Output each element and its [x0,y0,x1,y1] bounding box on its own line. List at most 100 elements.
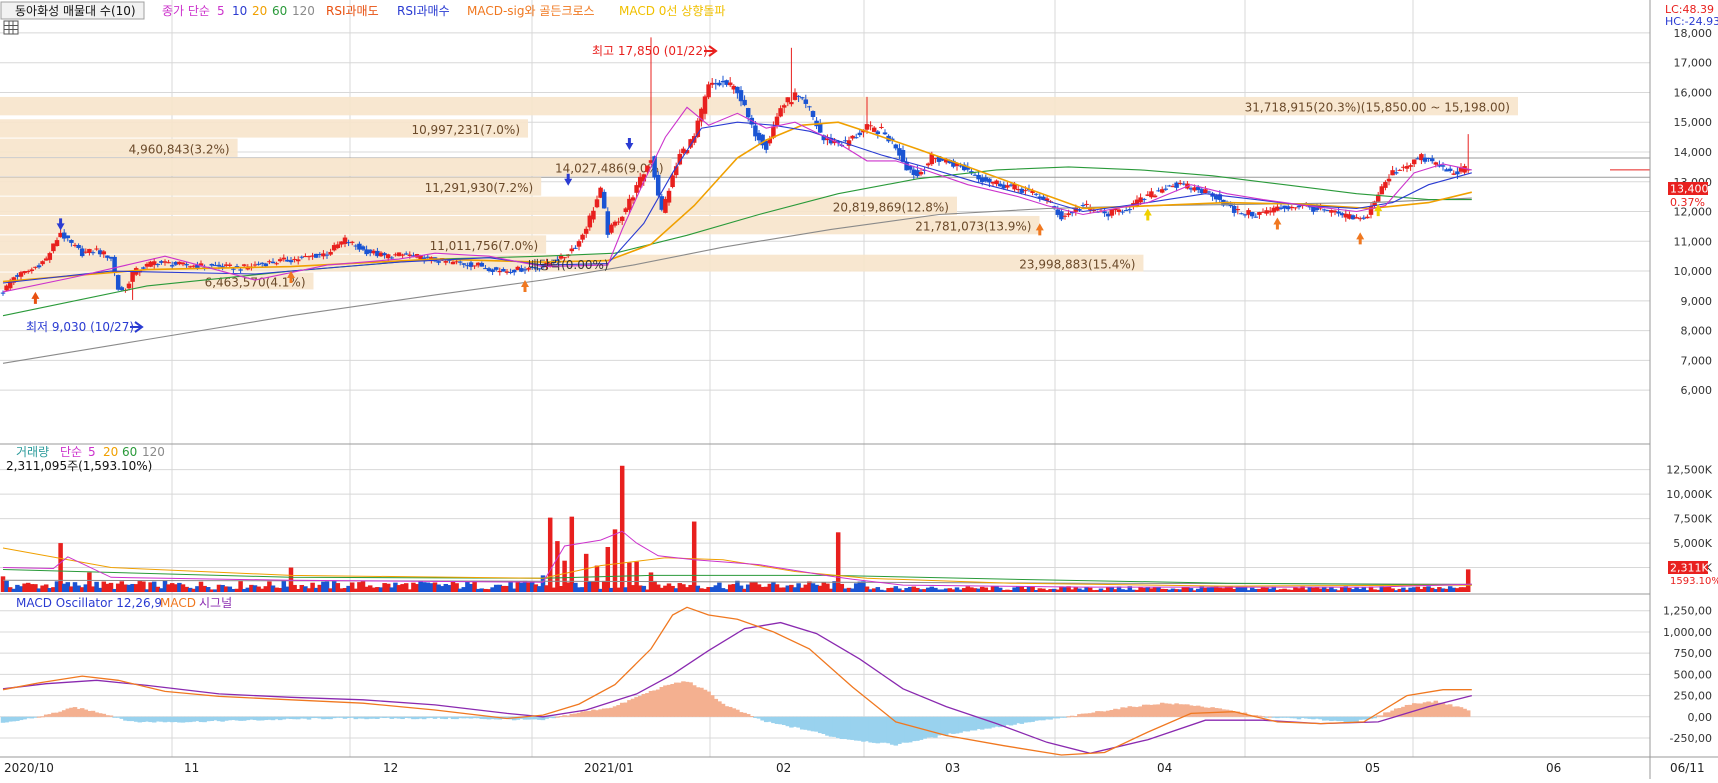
macd-oscillator-bar [1437,702,1442,717]
macd-oscillator-bar [1357,716,1363,720]
volume-bar [519,582,524,592]
macd-oscillator-bar [1455,706,1460,717]
candle-body [346,242,351,244]
macd-oscillator-bar [15,716,20,721]
candle-body [1372,201,1377,206]
macd-oscillator-bar [321,716,326,720]
macd-oscillator-bar [1015,716,1021,724]
macd-oscillator-bar [1113,708,1118,717]
volume-bar [641,585,647,592]
volume-bar [115,583,121,592]
volume-bar [1368,586,1374,592]
volume-bar [216,584,222,592]
macd-oscillator-bar [486,716,492,720]
volume-bar [569,516,575,592]
volume-bar [979,586,985,592]
volume-bar [713,585,719,592]
macd-oscillator-bar [1267,716,1273,718]
candle-body [1242,214,1248,216]
macd-oscillator-bar [673,682,679,717]
title-button[interactable] [0,1,145,20]
candle-body [720,80,726,83]
volume-bar [652,580,657,592]
volume-bar [1314,587,1320,592]
legend-ma5[interactable]: 5 [217,4,225,18]
candle-body [321,253,326,257]
candle-body [1455,171,1460,175]
price-ma5-line [2,106,1472,293]
volume-bar [108,582,114,592]
candle-body [663,199,668,213]
macd-oscillator-bar [562,715,567,717]
macd-oscillator-bar [648,690,654,717]
volume-bar [249,584,254,592]
macd-oscillator-bar [691,685,697,717]
macd-oscillator-bar [299,716,305,719]
volume-bar [277,587,283,592]
volume-bar [198,581,204,592]
volume-bar [565,582,571,592]
macd-oscillator-bar [832,716,837,737]
macd-oscillator-bar [1239,713,1244,717]
candle-body [583,228,589,234]
macd-oscillator-bar [205,716,211,722]
legend-ma60[interactable]: 60 [272,4,287,18]
macd-axis-label: 0,00 [1688,711,1713,724]
volume-bar [1195,588,1201,592]
macd-oscillator-bar [666,684,672,717]
macd-oscillator-bar [735,709,740,717]
macd-oscillator-bar [353,716,359,720]
macd-oscillator-bar [216,716,222,722]
volume-bar [915,587,920,592]
legend-ma120[interactable]: 120 [292,4,315,18]
macd-oscillator-bar [1145,704,1151,717]
volume-bar [645,589,650,592]
macd-oscillator-bar [897,716,902,744]
candle-body [1397,169,1403,171]
candle-body [1001,184,1007,189]
candle-body [1282,205,1287,209]
volume-bar [227,586,233,592]
volume-bar [97,587,103,592]
candle-body [688,139,693,148]
macd-oscillator-bar [1339,716,1345,722]
indicator-macd-zero[interactable]: MACD 0선 상향돌파 [619,4,725,18]
legend-close-sma[interactable]: 종가 단순 [162,4,210,18]
volume-bar [1375,589,1381,592]
volume-bar [861,581,866,592]
candle-body [591,210,596,220]
volume-bar [763,586,769,592]
candle-body [61,232,67,239]
volume-bar [929,586,935,592]
signal-arrow-down-icon [56,218,65,231]
candle-body [648,160,654,163]
candle-body [702,96,708,114]
indicator-rsi-overbought[interactable]: RSI과매수 [397,4,450,18]
candle-body [1030,190,1035,193]
candle-body [954,163,960,166]
candle-body [623,208,629,213]
candle-body [317,254,323,256]
grid-toggle-icon[interactable] [3,20,19,35]
candle-body [465,265,470,267]
macd-oscillator-bar [184,716,189,723]
macd-oscillator-bar [929,716,935,738]
macd-oscillator-bar [951,716,956,734]
candle-body [1422,157,1428,162]
legend-ma20[interactable]: 20 [252,4,267,18]
indicator-macd-golden[interactable]: MACD-sig와 골든크로스 [467,4,595,18]
candle-body [753,125,758,137]
macd-oscillator-bar [933,716,938,738]
macd-oscillator-bar [213,716,218,721]
macd-oscillator-bar [1293,716,1298,719]
candle-body [1084,203,1089,206]
volume-bar [328,588,333,592]
volume-bar [1386,586,1392,592]
candle-body [457,261,463,263]
indicator-rsi-oversold[interactable]: RSI과매도 [326,4,379,18]
candle-body [72,244,78,246]
volume-bar [54,581,60,592]
legend-ma10[interactable]: 10 [232,4,247,18]
volume-bar [673,588,679,592]
